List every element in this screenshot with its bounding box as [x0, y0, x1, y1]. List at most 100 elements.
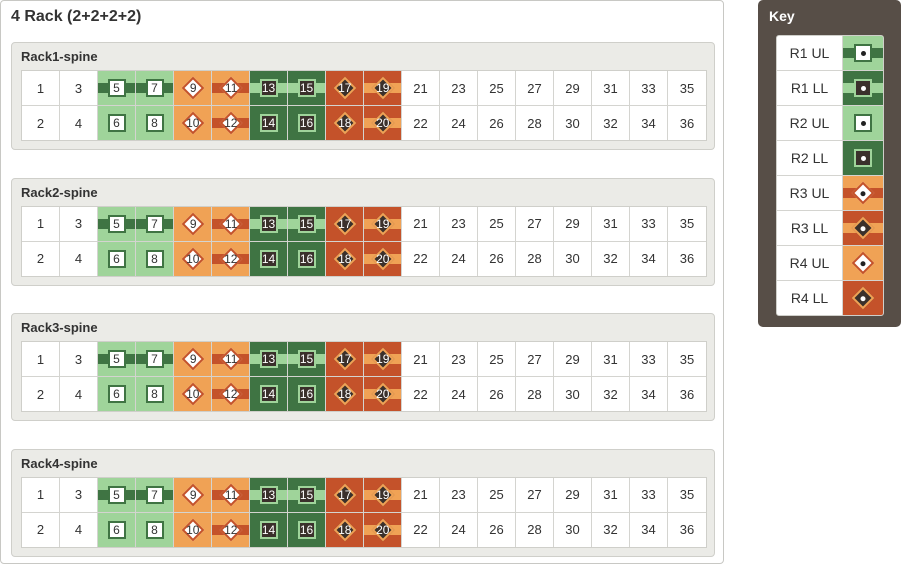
port-5[interactable]: 5: [98, 71, 136, 105]
port-7[interactable]: 7: [136, 342, 174, 376]
port-19[interactable]: 19: [364, 342, 402, 376]
port-16[interactable]: 16: [288, 512, 326, 547]
port-12[interactable]: 12: [212, 377, 250, 411]
port-20[interactable]: 20: [364, 512, 402, 547]
port-23[interactable]: 23: [440, 206, 478, 241]
port-32[interactable]: 32: [592, 241, 630, 276]
port-27[interactable]: 27: [516, 342, 554, 376]
port-27[interactable]: 27: [516, 206, 554, 241]
port-14[interactable]: 14: [250, 241, 288, 276]
port-28[interactable]: 28: [516, 241, 554, 276]
port-10[interactable]: 10: [174, 241, 212, 276]
port-32[interactable]: 32: [592, 377, 630, 411]
port-29[interactable]: 29: [554, 71, 592, 105]
port-23[interactable]: 23: [440, 71, 478, 105]
port-22[interactable]: 22: [402, 512, 440, 547]
port-18[interactable]: 18: [326, 512, 364, 547]
port-2[interactable]: 2: [22, 241, 60, 276]
port-26[interactable]: 26: [478, 241, 516, 276]
port-35[interactable]: 35: [668, 207, 706, 241]
port-15[interactable]: 15: [288, 342, 326, 376]
port-9[interactable]: 9: [174, 71, 212, 105]
port-3[interactable]: 3: [60, 71, 98, 105]
port-25[interactable]: 25: [478, 71, 516, 105]
port-9[interactable]: 9: [174, 477, 212, 512]
port-34[interactable]: 34: [630, 512, 668, 547]
port-17[interactable]: 17: [326, 477, 364, 512]
port-3[interactable]: 3: [60, 342, 98, 376]
port-4[interactable]: 4: [60, 512, 98, 547]
port-29[interactable]: 29: [554, 477, 592, 512]
port-4[interactable]: 4: [60, 241, 98, 276]
port-21[interactable]: 21: [402, 71, 440, 105]
port-24[interactable]: 24: [440, 377, 478, 411]
port-4[interactable]: 4: [60, 106, 98, 140]
port-35[interactable]: 35: [668, 342, 706, 376]
port-16[interactable]: 16: [288, 106, 326, 140]
port-30[interactable]: 30: [554, 512, 592, 547]
port-11[interactable]: 11: [212, 477, 250, 512]
port-17[interactable]: 17: [326, 342, 364, 376]
port-31[interactable]: 31: [592, 477, 630, 512]
port-7[interactable]: 7: [136, 477, 174, 512]
port-27[interactable]: 27: [516, 71, 554, 105]
port-22[interactable]: 22: [402, 106, 440, 140]
port-10[interactable]: 10: [174, 106, 212, 140]
port-14[interactable]: 14: [250, 512, 288, 547]
port-33[interactable]: 33: [630, 477, 668, 512]
port-26[interactable]: 26: [478, 377, 516, 411]
port-1[interactable]: 1: [22, 206, 60, 241]
port-2[interactable]: 2: [22, 106, 60, 140]
port-17[interactable]: 17: [326, 71, 364, 105]
port-6[interactable]: 6: [98, 377, 136, 411]
port-8[interactable]: 8: [136, 512, 174, 547]
port-34[interactable]: 34: [630, 377, 668, 411]
port-8[interactable]: 8: [136, 377, 174, 411]
port-33[interactable]: 33: [630, 206, 668, 241]
port-7[interactable]: 7: [136, 206, 174, 241]
port-35[interactable]: 35: [668, 71, 706, 105]
port-19[interactable]: 19: [364, 71, 402, 105]
port-6[interactable]: 6: [98, 512, 136, 547]
port-1[interactable]: 1: [22, 477, 60, 512]
port-15[interactable]: 15: [288, 71, 326, 105]
port-36[interactable]: 36: [668, 513, 706, 547]
port-29[interactable]: 29: [554, 206, 592, 241]
port-28[interactable]: 28: [516, 106, 554, 140]
port-18[interactable]: 18: [326, 106, 364, 140]
port-8[interactable]: 8: [136, 106, 174, 140]
port-3[interactable]: 3: [60, 477, 98, 512]
port-1[interactable]: 1: [22, 342, 60, 376]
port-23[interactable]: 23: [440, 342, 478, 376]
port-2[interactable]: 2: [22, 512, 60, 547]
port-12[interactable]: 12: [212, 241, 250, 276]
port-11[interactable]: 11: [212, 206, 250, 241]
port-28[interactable]: 28: [516, 377, 554, 411]
port-10[interactable]: 10: [174, 512, 212, 547]
port-32[interactable]: 32: [592, 512, 630, 547]
port-36[interactable]: 36: [668, 106, 706, 140]
port-24[interactable]: 24: [440, 106, 478, 140]
port-27[interactable]: 27: [516, 477, 554, 512]
port-31[interactable]: 31: [592, 342, 630, 376]
port-33[interactable]: 33: [630, 71, 668, 105]
port-1[interactable]: 1: [22, 71, 60, 105]
port-10[interactable]: 10: [174, 377, 212, 411]
port-11[interactable]: 11: [212, 342, 250, 376]
port-19[interactable]: 19: [364, 477, 402, 512]
port-26[interactable]: 26: [478, 512, 516, 547]
port-22[interactable]: 22: [402, 241, 440, 276]
port-6[interactable]: 6: [98, 106, 136, 140]
port-19[interactable]: 19: [364, 206, 402, 241]
port-12[interactable]: 12: [212, 106, 250, 140]
port-20[interactable]: 20: [364, 377, 402, 411]
port-22[interactable]: 22: [402, 377, 440, 411]
port-26[interactable]: 26: [478, 106, 516, 140]
port-36[interactable]: 36: [668, 242, 706, 276]
port-24[interactable]: 24: [440, 241, 478, 276]
port-36[interactable]: 36: [668, 377, 706, 411]
port-16[interactable]: 16: [288, 377, 326, 411]
port-29[interactable]: 29: [554, 342, 592, 376]
port-6[interactable]: 6: [98, 241, 136, 276]
port-24[interactable]: 24: [440, 512, 478, 547]
